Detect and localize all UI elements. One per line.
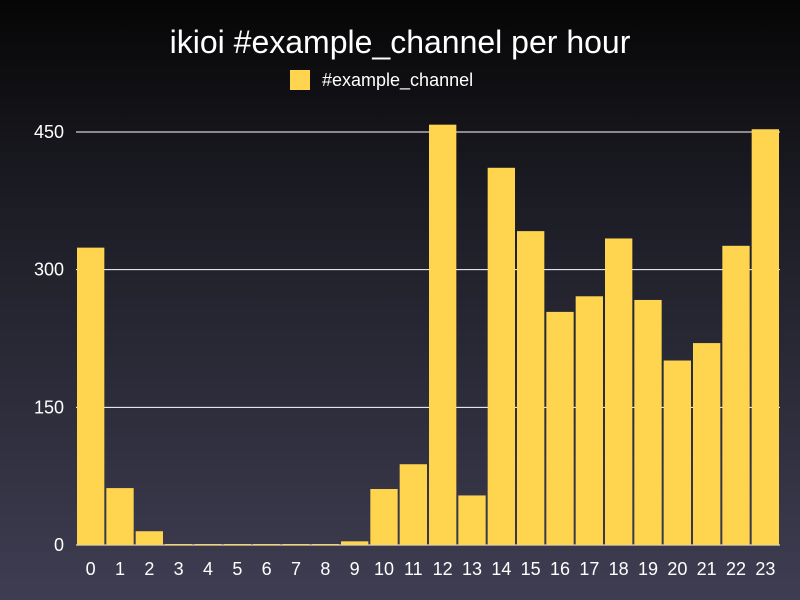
x-tick-label: 16 bbox=[550, 559, 570, 579]
x-tick-label: 13 bbox=[462, 559, 482, 579]
x-tick-label: 22 bbox=[726, 559, 746, 579]
x-tick-label: 17 bbox=[579, 559, 599, 579]
bar bbox=[487, 167, 515, 545]
bar bbox=[135, 531, 163, 545]
bar bbox=[429, 124, 457, 545]
bar bbox=[311, 544, 339, 545]
x-tick-label: 10 bbox=[374, 559, 394, 579]
x-tick-label: 14 bbox=[491, 559, 511, 579]
y-tick-label: 150 bbox=[34, 397, 64, 417]
x-tick-label: 3 bbox=[174, 559, 184, 579]
x-tick-label: 1 bbox=[115, 559, 125, 579]
bar bbox=[517, 231, 545, 545]
bar bbox=[693, 343, 721, 545]
x-tick-label: 23 bbox=[755, 559, 775, 579]
chart-title: ikioi #example_channel per hour bbox=[169, 24, 631, 60]
bar bbox=[663, 360, 691, 545]
x-tick-label: 11 bbox=[404, 559, 423, 579]
x-tick-label: 8 bbox=[320, 559, 330, 579]
x-tick-label: 7 bbox=[291, 559, 301, 579]
x-tick-label: 6 bbox=[262, 559, 272, 579]
x-tick-label: 19 bbox=[638, 559, 658, 579]
bar bbox=[575, 296, 603, 545]
bar bbox=[223, 544, 251, 545]
bar bbox=[546, 311, 574, 545]
x-tick-label: 12 bbox=[433, 559, 453, 579]
x-tick-label: 2 bbox=[144, 559, 154, 579]
bar bbox=[165, 544, 193, 545]
bar bbox=[634, 299, 662, 545]
legend: #example_channel bbox=[290, 70, 473, 90]
bar bbox=[194, 544, 222, 545]
x-tick-label: 4 bbox=[203, 559, 213, 579]
legend-label: #example_channel bbox=[322, 70, 474, 90]
x-tick-label: 9 bbox=[350, 559, 360, 579]
bar bbox=[722, 245, 750, 545]
bar bbox=[77, 247, 105, 545]
bar bbox=[370, 489, 398, 545]
x-tick-label: 21 bbox=[697, 559, 717, 579]
y-tick-label: 300 bbox=[34, 260, 64, 280]
x-tick-label: 20 bbox=[667, 559, 687, 579]
legend-swatch bbox=[290, 70, 310, 90]
x-tick-label: 15 bbox=[521, 559, 541, 579]
bar bbox=[253, 544, 281, 545]
bar bbox=[399, 464, 427, 545]
bar bbox=[282, 544, 310, 545]
x-tick-label: 5 bbox=[232, 559, 242, 579]
bar bbox=[341, 541, 369, 545]
y-tick-label: 450 bbox=[34, 122, 64, 142]
bar bbox=[458, 495, 486, 545]
y-tick-label: 0 bbox=[54, 535, 64, 555]
bar bbox=[751, 129, 779, 545]
x-tick-label: 0 bbox=[86, 559, 96, 579]
bar bbox=[106, 488, 134, 545]
x-tick-label: 18 bbox=[609, 559, 629, 579]
bar bbox=[605, 238, 633, 545]
